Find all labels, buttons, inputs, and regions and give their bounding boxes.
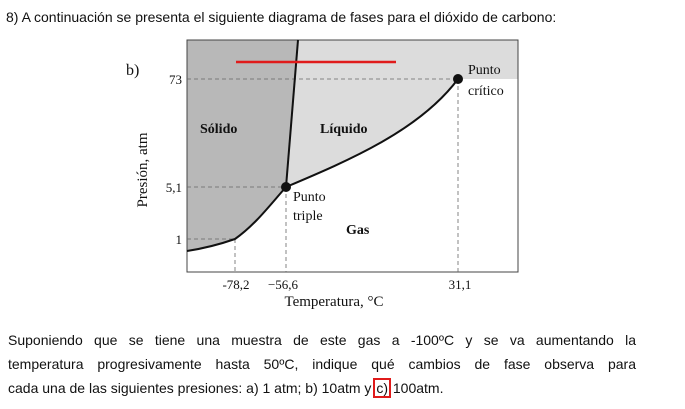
question-title: 8) A continuación se presenta el siguien… — [6, 9, 557, 25]
y-tick-5-1: 5,1 — [166, 180, 182, 195]
plot-frame — [186, 39, 519, 273]
y-tick-73: 73 — [169, 72, 182, 87]
x-tick-31-1: 31,1 — [449, 277, 472, 292]
triple-point-marker — [281, 182, 291, 192]
gas-label: Gas — [346, 223, 370, 238]
triple-point-label-1: Punto — [293, 190, 326, 205]
paragraph-line-1: Suponiendo que se tiene una muestra de e… — [8, 332, 636, 348]
paragraph-line-2: temperatura progresivamente hasta 50ºC, … — [8, 356, 636, 372]
part-label: b) — [126, 62, 139, 79]
y-axis-label: Presión, atm — [135, 132, 151, 207]
vaporization-curve — [285, 78, 459, 188]
paragraph-line-3-start: cada una de las siguientes presiones: a)… — [8, 380, 376, 396]
x-tick-78-2: -78,2 — [222, 277, 249, 292]
solid-region — [187, 40, 298, 251]
sublimation-curve — [186, 186, 287, 252]
x-tick-56-6: −56,6 — [268, 277, 299, 292]
fusion-curve — [285, 39, 299, 188]
critical-point-label-1: Punto — [468, 63, 501, 78]
paragraph-line-3-end: 100atm. — [389, 380, 444, 396]
triple-point-label-2: triple — [293, 209, 323, 224]
x-axis-label: Temperatura, °C — [284, 294, 383, 310]
solid-label: Sólido — [200, 122, 237, 137]
highlighted-option-c: c) — [373, 378, 391, 398]
question-paragraph: Suponiendo que se tiene una muestra de e… — [8, 328, 636, 400]
guide-lines — [187, 78, 459, 272]
paragraph-line-3: cada una de las siguientes presiones: a)… — [8, 376, 636, 400]
liquid-label: Líquido — [320, 122, 367, 137]
critical-point-marker — [453, 74, 463, 84]
critical-point-label-2: crítico — [468, 84, 504, 99]
y-tick-1: 1 — [176, 232, 183, 247]
